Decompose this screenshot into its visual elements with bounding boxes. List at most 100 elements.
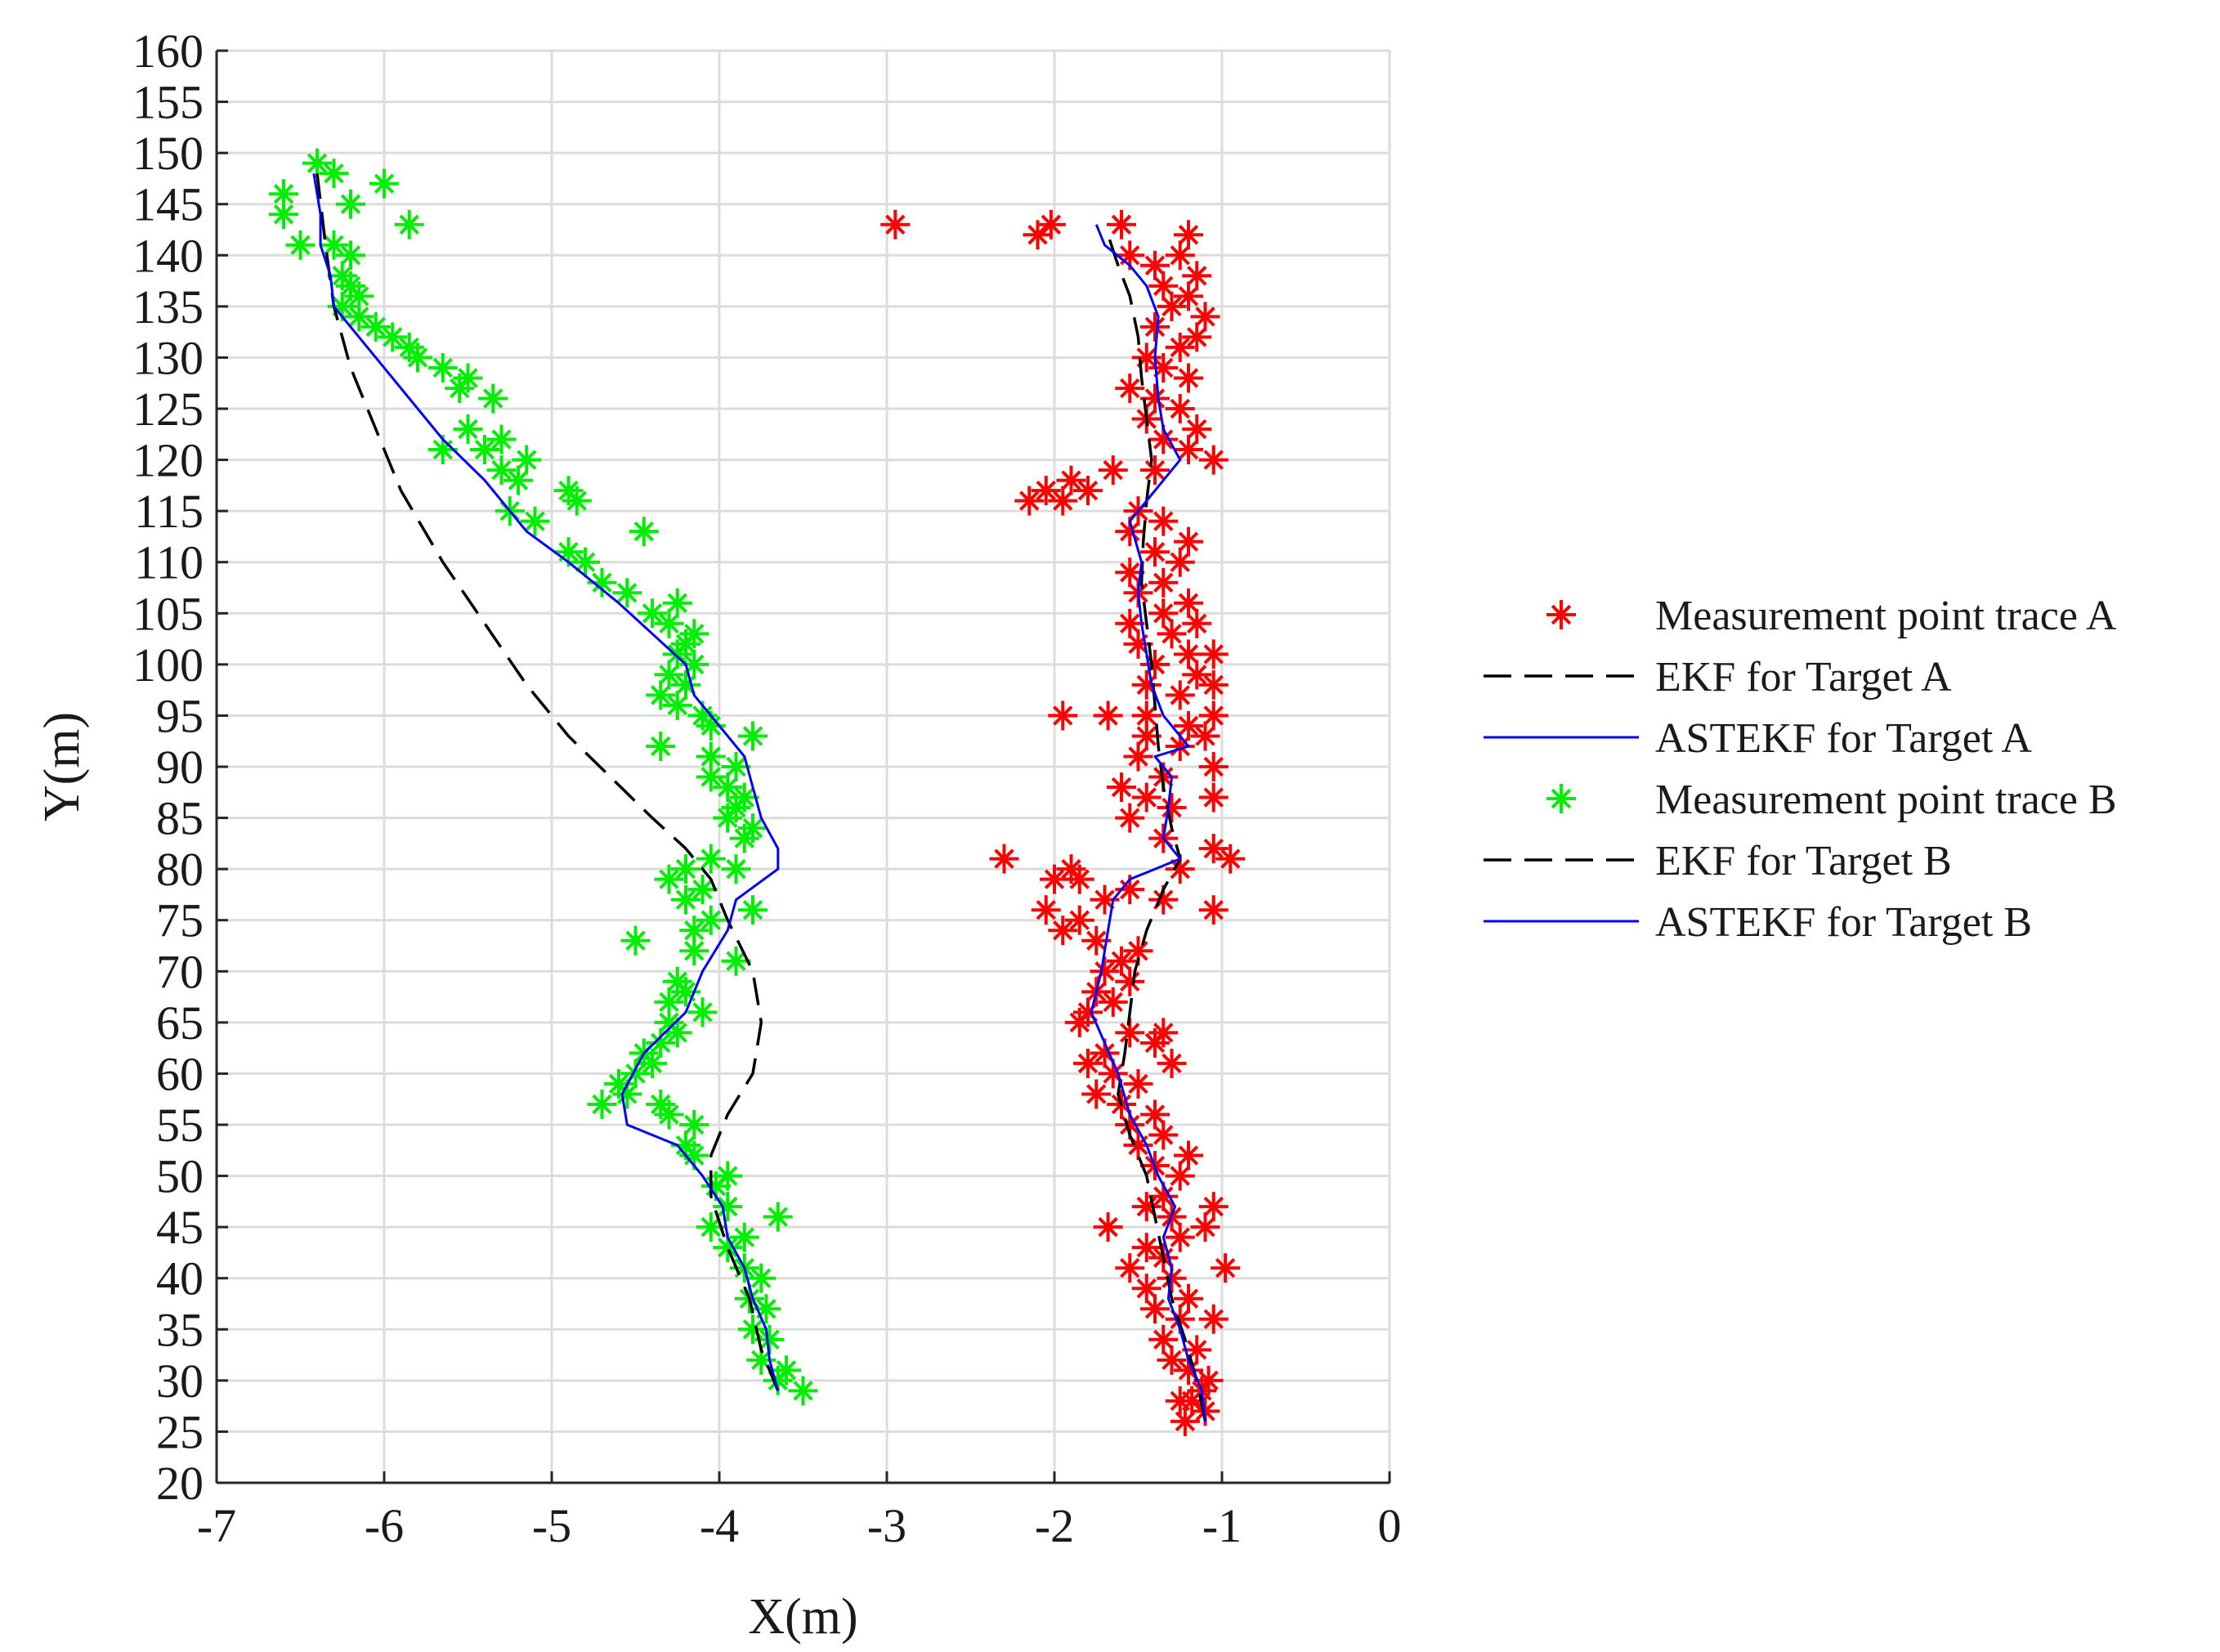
data-point-marker: [1182, 608, 1212, 638]
y-tick-label: 75: [156, 894, 204, 947]
data-point-marker: [746, 1263, 777, 1293]
y-tick-label: 125: [132, 383, 204, 436]
data-point-marker: [1148, 1120, 1179, 1150]
data-point-marker: [1148, 1018, 1179, 1048]
data-point-marker: [1014, 486, 1045, 516]
data-point-marker: [504, 465, 533, 495]
data-point-marker: [1157, 619, 1187, 649]
y-tick-label: 110: [134, 536, 204, 589]
data-point-marker: [520, 506, 550, 536]
axes-layer: [215, 49, 1391, 1484]
y-tick-label: 50: [156, 1150, 204, 1203]
data-point-marker: [1198, 701, 1229, 731]
x-tick-label: -2: [1035, 1499, 1074, 1552]
data-point-marker: [679, 619, 709, 649]
data-point-marker: [713, 1192, 743, 1222]
data-point-marker: [1140, 311, 1170, 342]
legend-entry: EKF for Target B: [1484, 838, 1952, 884]
data-point-marker: [646, 680, 676, 710]
data-point-marker: [571, 547, 600, 577]
y-tick-label: 65: [156, 996, 204, 1050]
data-point-marker: [679, 649, 709, 679]
y-tick-label: 160: [132, 25, 204, 78]
data-point-marker: [788, 1376, 818, 1406]
y-tick-label: 30: [156, 1354, 204, 1408]
data-point-marker: [1165, 547, 1195, 577]
data-point-marker: [662, 690, 692, 720]
data-point-marker: [713, 1161, 743, 1191]
y-tick-label: 20: [156, 1457, 204, 1510]
legend-label: EKF for Target A: [1655, 654, 1952, 701]
data-point-marker: [1098, 455, 1128, 486]
legend-entry: EKF for Target A: [1484, 654, 1952, 701]
data-point-marker: [1182, 261, 1212, 291]
data-point-marker: [763, 1202, 793, 1232]
data-point-marker: [319, 230, 349, 260]
data-point-marker: [470, 435, 499, 465]
data-point-marker: [1174, 639, 1203, 669]
data-point-marker: [1131, 782, 1161, 813]
data-point-marker: [1140, 250, 1170, 280]
data-point-marker: [646, 1089, 676, 1119]
x-tick-label: -3: [867, 1499, 906, 1552]
data-point-marker: [1107, 209, 1136, 240]
data-point-marker: [1081, 1079, 1112, 1109]
data-point-marker: [1140, 455, 1170, 486]
data-point-marker: [687, 875, 718, 905]
y-tick-label: 25: [156, 1405, 204, 1458]
y-tick-label: 95: [156, 689, 204, 742]
data-point-marker: [1174, 588, 1203, 618]
data-point-marker: [1198, 639, 1229, 669]
y-tick-label: 45: [156, 1201, 204, 1254]
data-point-marker: [679, 1110, 709, 1139]
data-point-marker: [1215, 844, 1246, 874]
legend: Measurement point trace A EKF for Target …: [1484, 593, 2117, 946]
data-point-marker: [378, 322, 408, 352]
data-point-marker: [1040, 864, 1069, 894]
data-point-marker: [679, 916, 709, 946]
data-point-marker: [1140, 1294, 1170, 1324]
x-tick-label: 0: [1378, 1499, 1402, 1552]
data-point-marker: [1157, 1048, 1187, 1078]
legend-entry: Measurement point trace A: [1546, 593, 2117, 639]
data-point-marker: [662, 966, 692, 996]
data-point-marker: [1148, 1181, 1179, 1211]
data-point-marker: [269, 179, 298, 209]
data-point-marker: [1190, 302, 1220, 332]
legend-label: EKF for Target B: [1655, 838, 1952, 884]
data-point-marker: [880, 209, 911, 240]
data-point-marker: [360, 311, 391, 342]
data-point-marker: [1048, 701, 1078, 731]
x-tick-label: -6: [365, 1499, 404, 1552]
data-point-marker: [1131, 342, 1161, 373]
data-point-marker: [1093, 1212, 1123, 1242]
data-point-marker: [512, 445, 542, 475]
legend-entry: ASTEKF for Target B: [1484, 899, 2032, 946]
x-axis-title: X(m): [748, 1589, 857, 1645]
y-tick-label: 135: [132, 280, 204, 334]
data-point-marker: [453, 414, 483, 445]
data-point-marker: [1064, 905, 1094, 935]
data-point-marker: [1140, 537, 1170, 567]
data-point-marker: [1174, 435, 1203, 465]
data-point-marker: [729, 1222, 759, 1252]
data-point-marker: [1090, 884, 1120, 915]
data-point-marker: [1115, 608, 1145, 638]
data-point-marker: [1073, 476, 1103, 506]
data-point-marker: [687, 997, 718, 1027]
series-0-markers: [880, 209, 1246, 1436]
data-point-marker: [1048, 486, 1078, 516]
data-point-marker: [1107, 946, 1136, 976]
data-point-marker: [486, 424, 517, 454]
data-point-marker: [654, 608, 684, 638]
data-point-marker: [1148, 271, 1179, 301]
data-point-marker: [629, 517, 659, 547]
tick-labels: -7 -6 -5 -4 -3 -2 -1 02025303540455055606570758…: [132, 25, 1402, 1552]
data-point-marker: [721, 752, 751, 781]
data-point-marker: [1148, 598, 1179, 629]
data-point-marker: [1182, 322, 1212, 352]
data-point-marker: [1115, 1253, 1145, 1283]
data-point-marker: [1031, 476, 1061, 506]
data-point-marker: [662, 588, 692, 618]
